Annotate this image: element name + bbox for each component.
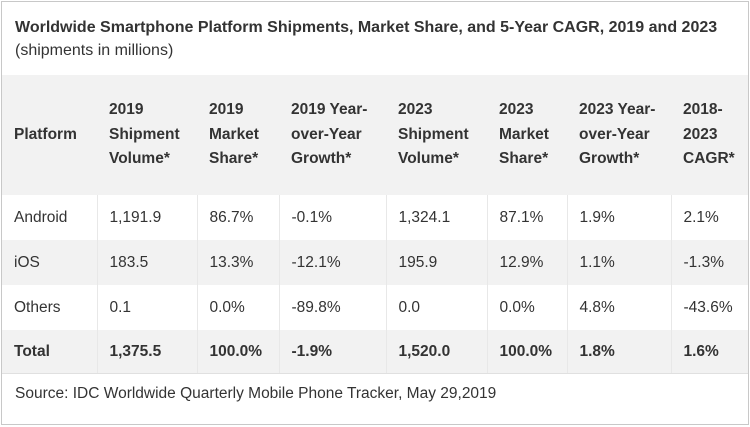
table-cell: -89.8%	[279, 285, 387, 330]
table-row: Android 1,191.9 86.7% -0.1% 1,324.1 87.1…	[2, 195, 748, 240]
table-cell: 1.9%	[567, 195, 672, 240]
table-title: Worldwide Smartphone Platform Shipments,…	[15, 16, 735, 62]
column-header: 2019 Shipment Volume*	[109, 101, 180, 168]
table-cell: 100.0%	[487, 330, 568, 374]
table-title-bold: Worldwide Smartphone Platform Shipments,…	[15, 19, 718, 36]
table-cell: 1.6%	[683, 343, 719, 360]
table-cell: 100.0%	[197, 330, 280, 374]
divider	[2, 373, 748, 374]
table-cell: 2.1%	[683, 208, 719, 226]
table-row: Others 0.1 0.0% -89.8% 0.0 0.0% 4.8% -43…	[2, 285, 748, 330]
table-cell: Total	[2, 330, 98, 374]
table-cell: 1,520.0	[386, 330, 488, 374]
table-cell: 87.1%	[487, 195, 568, 240]
table-cell: 13.3%	[197, 240, 280, 285]
table-cell: iOS	[2, 240, 98, 285]
table-cell: -1.9%	[279, 330, 387, 374]
column-header: 2019 Year-over-Year Growth*	[291, 101, 368, 168]
column-header: 2023 Shipment Volume*	[398, 101, 469, 168]
table-cell: 4.8%	[567, 285, 672, 330]
table-cell: 0.0%	[197, 285, 280, 330]
table-cell: Android	[2, 195, 98, 240]
table-cell: 0.0	[386, 285, 488, 330]
table-cell: -0.1%	[279, 195, 387, 240]
table-cell: 1,191.9	[97, 195, 198, 240]
shipments-table: Platform 2019 Shipment Volume* 2019 Mark…	[2, 75, 748, 374]
table-cell: 0.0%	[487, 285, 568, 330]
table-cell: 195.9	[386, 240, 488, 285]
table-cell: 183.5	[97, 240, 198, 285]
table-cell: Others	[2, 285, 98, 330]
table-cell: 1,375.5	[97, 330, 198, 374]
table-cell: 86.7%	[197, 195, 280, 240]
column-header: 2018-2023 CAGR*	[683, 101, 735, 168]
header-row: Platform 2019 Shipment Volume* 2019 Mark…	[2, 75, 748, 195]
table-cell: -43.6%	[683, 298, 733, 316]
total-row: Total 1,375.5 100.0% -1.9% 1,520.0 100.0…	[2, 330, 748, 374]
table-cell: 1,324.1	[386, 195, 488, 240]
table-title-units: (shipments in millions)	[15, 42, 174, 59]
table-cell: -12.1%	[279, 240, 387, 285]
column-header: 2019 Market Share*	[209, 101, 259, 168]
column-header: 2023 Market Share*	[499, 101, 549, 168]
column-header: 2023 Year-over-Year Growth*	[579, 101, 656, 168]
table-cell: -1.3%	[683, 253, 725, 271]
table-cell: 1.8%	[567, 330, 672, 374]
table-row: iOS 183.5 13.3% -12.1% 195.9 12.9% 1.1% …	[2, 240, 748, 285]
table-cell: 12.9%	[487, 240, 568, 285]
table-cell: 0.1	[97, 285, 198, 330]
source-note: Source: IDC Worldwide Quarterly Mobile P…	[15, 385, 497, 402]
column-header: Platform	[14, 125, 77, 143]
table-cell: 1.1%	[567, 240, 672, 285]
